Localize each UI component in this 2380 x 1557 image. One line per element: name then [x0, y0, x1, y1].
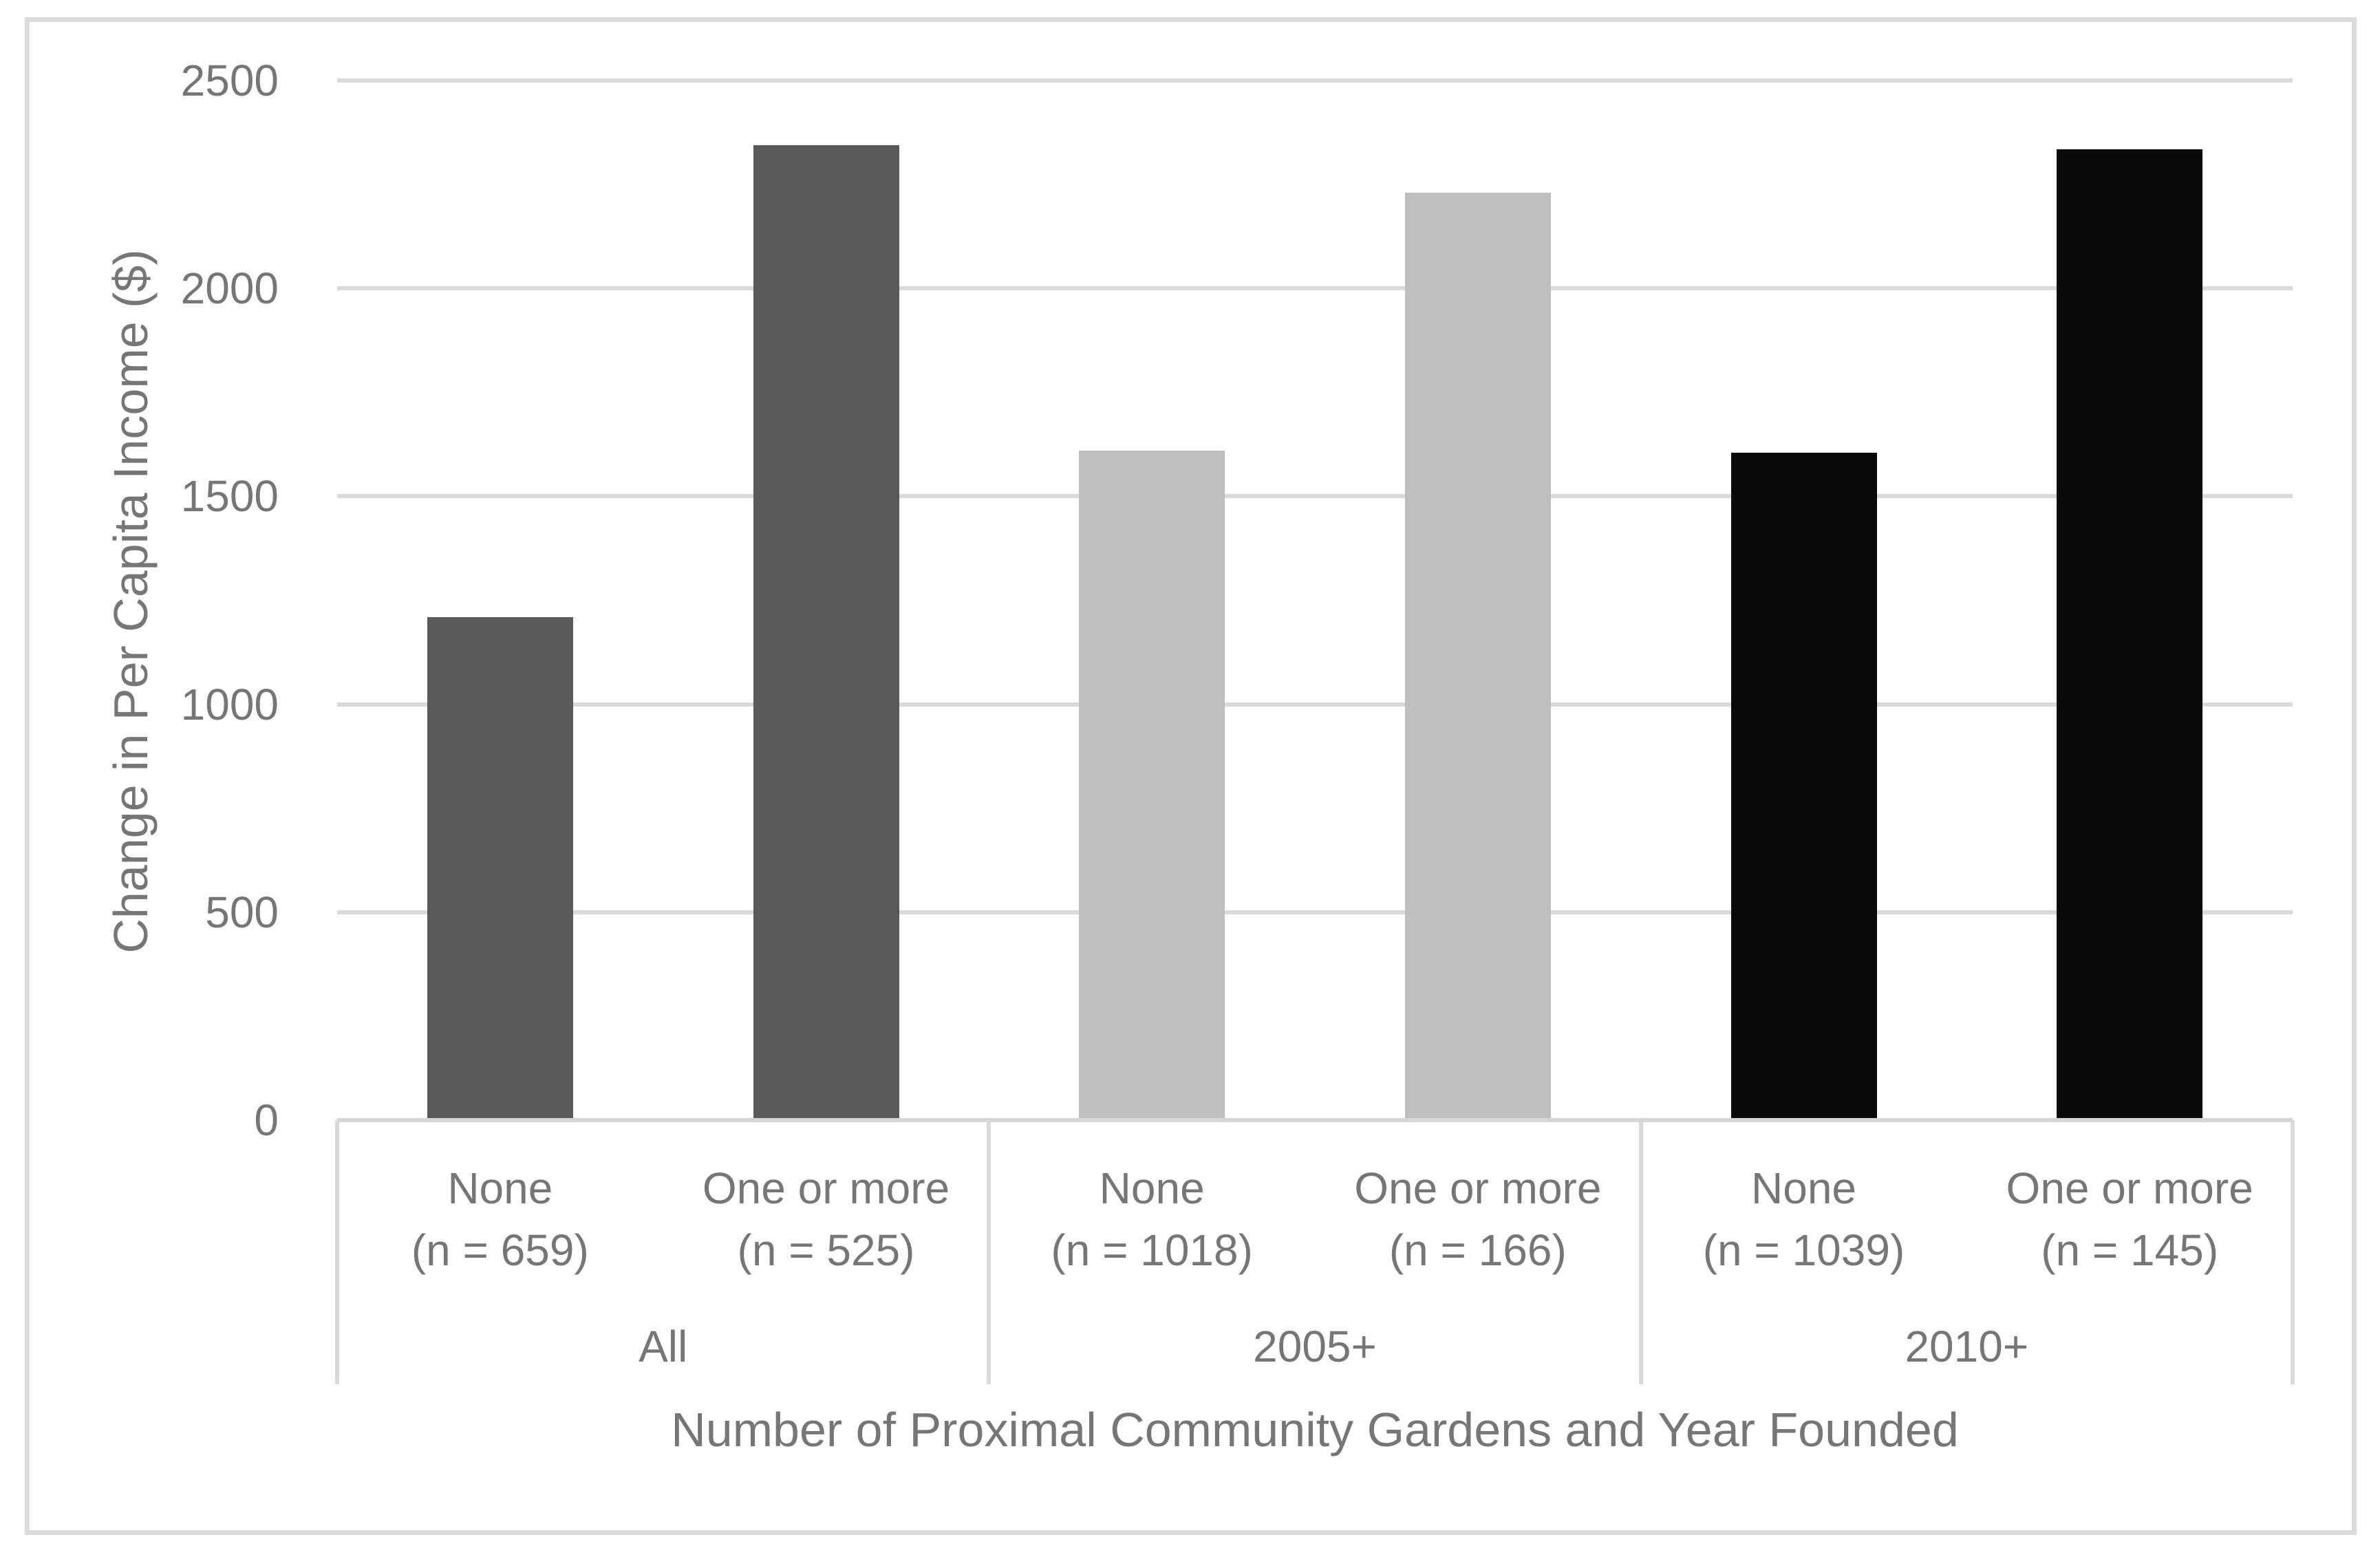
group-label-all: All [639, 1322, 688, 1371]
gridline-1500 [337, 494, 2293, 499]
sample-size-label: (n = 1039) [1702, 1225, 1905, 1275]
y-tick-label-2000: 2000 [180, 264, 279, 314]
sample-size-label: (n = 659) [411, 1225, 589, 1275]
sample-size-label: (n = 1018) [1051, 1225, 1253, 1275]
bar-none-4 [1730, 452, 1877, 1120]
sample-size-label: (n = 525) [737, 1225, 915, 1275]
bar-one-or-more-3 [1404, 193, 1551, 1120]
category-label: None [447, 1163, 553, 1213]
y-axis-title: Change in Per Capita Income ($) [104, 249, 158, 954]
group-label-2005plus: 2005+ [1253, 1322, 1377, 1371]
bar-one-or-more-5 [2057, 149, 2203, 1120]
gridline-2000 [337, 286, 2293, 291]
category-divider [2291, 1120, 2295, 1384]
y-tick-label-2500: 2500 [180, 56, 279, 105]
category-label: None [1751, 1163, 1856, 1213]
gridline-500 [337, 910, 2293, 914]
y-tick-label-1500: 1500 [180, 471, 279, 522]
category-label: One or more [1354, 1163, 1602, 1213]
bar-none-2 [1079, 450, 1225, 1120]
category-divider [1638, 1120, 1643, 1384]
chart-outer-border [25, 17, 2357, 1535]
sample-size-label: (n = 166) [1389, 1225, 1567, 1275]
x-axis-title: Number of Proximal Community Gardens and… [671, 1403, 1959, 1457]
category-label: One or more [2006, 1163, 2253, 1213]
gridline-2500 [337, 78, 2293, 83]
y-tick-label-1000: 1000 [180, 679, 279, 729]
bar-one-or-more-1 [753, 144, 899, 1120]
bar-none-0 [427, 616, 573, 1120]
sample-size-label: (n = 145) [2041, 1225, 2219, 1275]
category-label: None [1099, 1163, 1205, 1213]
gridline-1000 [337, 702, 2293, 707]
x-axis-line [337, 1118, 2293, 1122]
category-label: One or more [702, 1163, 950, 1213]
category-divider [335, 1120, 339, 1384]
y-tick-label-500: 500 [205, 887, 279, 937]
category-divider [987, 1120, 991, 1384]
group-label-2010plus: 2010+ [1905, 1322, 2029, 1371]
y-tick-label-0: 0 [254, 1095, 279, 1145]
